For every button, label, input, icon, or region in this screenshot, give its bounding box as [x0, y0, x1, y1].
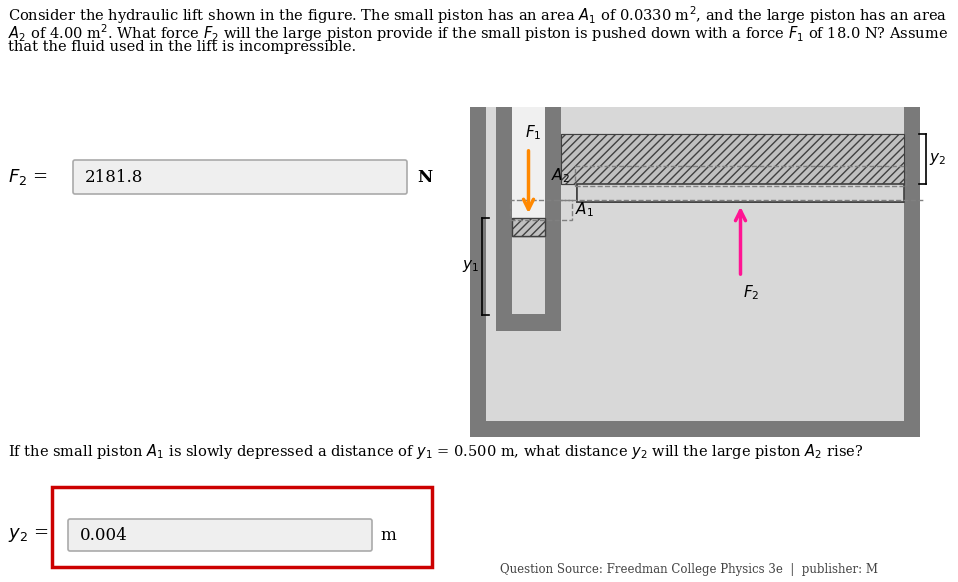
- Bar: [470, 107, 486, 437]
- Bar: [470, 107, 920, 437]
- Bar: [561, 134, 904, 184]
- Bar: [512, 218, 545, 236]
- Bar: [512, 107, 545, 218]
- Bar: [577, 184, 904, 202]
- Text: 0.004: 0.004: [80, 527, 127, 544]
- Bar: [510, 200, 572, 220]
- Bar: [496, 315, 561, 331]
- Text: $A_2$: $A_2$: [551, 166, 570, 185]
- Text: $A_2$ of 4.00 m$^2$. What force $F_2$ will the large piston provide if the small: $A_2$ of 4.00 m$^2$. What force $F_2$ wi…: [8, 22, 948, 44]
- Text: $A_1$: $A_1$: [575, 201, 594, 219]
- Text: $y_1$: $y_1$: [462, 258, 479, 275]
- Text: Question Source: Freedman College Physics 3e  |  publisher: M: Question Source: Freedman College Physic…: [500, 563, 878, 576]
- Text: N: N: [417, 169, 432, 186]
- Bar: [904, 107, 920, 437]
- Bar: [52, 487, 432, 567]
- FancyBboxPatch shape: [73, 160, 407, 194]
- Text: $y_2$: $y_2$: [929, 151, 947, 167]
- Bar: [496, 107, 512, 315]
- FancyBboxPatch shape: [68, 519, 372, 551]
- Text: Consider the hydraulic lift shown in the figure. The small piston has an area $A: Consider the hydraulic lift shown in the…: [8, 4, 947, 26]
- Bar: [561, 134, 904, 184]
- Bar: [512, 236, 545, 315]
- Bar: [470, 421, 920, 437]
- Text: $F_1$: $F_1$: [526, 123, 542, 142]
- Bar: [486, 107, 904, 421]
- Bar: [496, 107, 512, 331]
- Bar: [545, 107, 561, 331]
- Text: that the fluid used in the lift is incompressible.: that the fluid used in the lift is incom…: [8, 40, 356, 54]
- Bar: [512, 107, 545, 315]
- Text: $F_2$: $F_2$: [743, 283, 760, 301]
- Text: $y_2$ =: $y_2$ =: [8, 526, 49, 544]
- Text: If the small piston $A_1$ is slowly depressed a distance of $y_1$ = 0.500 m, wha: If the small piston $A_1$ is slowly depr…: [8, 442, 863, 461]
- Bar: [575, 166, 906, 186]
- Text: 2181.8: 2181.8: [85, 169, 144, 186]
- Text: m: m: [380, 527, 396, 544]
- Text: $F_2$ =: $F_2$ =: [8, 167, 48, 187]
- Bar: [512, 218, 545, 236]
- Bar: [545, 107, 561, 315]
- Bar: [577, 184, 904, 202]
- Bar: [496, 314, 561, 331]
